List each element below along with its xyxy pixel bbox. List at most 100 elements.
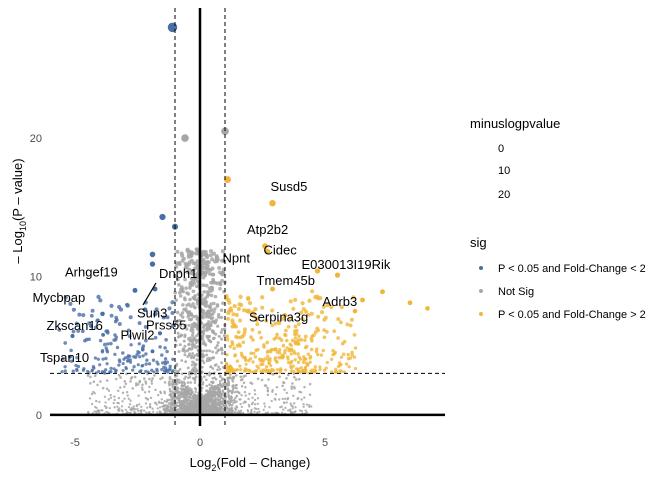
data-point bbox=[306, 312, 311, 317]
data-point bbox=[138, 380, 141, 384]
data-point bbox=[203, 402, 207, 405]
data-point bbox=[186, 381, 190, 384]
data-point bbox=[94, 405, 97, 409]
data-point bbox=[191, 351, 195, 355]
data-point bbox=[194, 247, 199, 252]
data-point bbox=[63, 369, 67, 373]
data-point bbox=[184, 286, 188, 291]
data-point bbox=[192, 368, 196, 372]
data-point bbox=[234, 368, 238, 372]
data-point bbox=[146, 406, 149, 409]
data-point bbox=[187, 302, 191, 306]
data-point bbox=[153, 312, 158, 317]
data-point bbox=[219, 383, 223, 387]
data-point bbox=[259, 335, 264, 340]
data-point bbox=[109, 303, 114, 308]
highlight-point bbox=[150, 349, 155, 354]
data-point bbox=[299, 310, 304, 315]
data-point bbox=[148, 405, 152, 408]
data-point bbox=[219, 374, 222, 378]
data-point bbox=[285, 355, 290, 359]
data-point bbox=[194, 251, 199, 256]
data-point bbox=[129, 380, 132, 383]
data-point bbox=[71, 307, 76, 312]
data-point bbox=[208, 358, 212, 362]
data-point bbox=[80, 329, 85, 334]
data-point bbox=[128, 360, 133, 364]
data-point bbox=[293, 297, 298, 303]
data-point bbox=[299, 338, 304, 342]
data-point bbox=[238, 294, 243, 299]
data-point bbox=[191, 333, 195, 337]
data-point bbox=[285, 376, 288, 380]
data-point bbox=[210, 285, 215, 290]
y-tick-labels: 0 10 20 bbox=[30, 133, 42, 422]
data-point bbox=[249, 411, 253, 414]
data-point bbox=[174, 368, 177, 372]
data-point bbox=[321, 348, 326, 353]
data-point bbox=[93, 356, 98, 360]
data-point bbox=[176, 380, 179, 384]
data-point bbox=[318, 365, 322, 369]
data-point bbox=[348, 323, 353, 328]
data-point bbox=[261, 362, 265, 366]
data-point bbox=[244, 358, 248, 363]
data-point bbox=[250, 382, 254, 385]
data-point bbox=[205, 290, 210, 294]
data-point bbox=[232, 346, 236, 351]
data-point bbox=[165, 349, 169, 354]
data-point bbox=[171, 357, 175, 361]
data-point bbox=[219, 347, 223, 351]
data-point bbox=[170, 310, 175, 316]
data-point bbox=[203, 296, 208, 301]
data-point bbox=[238, 364, 242, 368]
data-point bbox=[114, 368, 118, 373]
data-point bbox=[139, 409, 142, 412]
data-point bbox=[277, 321, 282, 326]
data-point bbox=[206, 394, 209, 398]
y-tick-label: 0 bbox=[36, 410, 42, 422]
data-point bbox=[243, 390, 247, 394]
data-point bbox=[289, 364, 293, 369]
data-point bbox=[217, 365, 220, 369]
data-point bbox=[291, 382, 294, 385]
data-point bbox=[123, 385, 126, 388]
data-point bbox=[322, 368, 327, 372]
data-point bbox=[285, 338, 289, 343]
legend-label-down: P < 0.05 and Fold-Change < 2 bbox=[498, 263, 646, 275]
data-point bbox=[349, 317, 354, 322]
data-point bbox=[178, 381, 181, 384]
data-point bbox=[113, 352, 117, 357]
data-point bbox=[242, 330, 247, 335]
data-point bbox=[170, 382, 173, 386]
data-point bbox=[211, 350, 215, 354]
data-point bbox=[211, 330, 215, 334]
data-point bbox=[201, 275, 206, 280]
data-point bbox=[300, 409, 304, 413]
data-point bbox=[168, 393, 171, 397]
data-point bbox=[189, 250, 194, 255]
data-point bbox=[191, 261, 196, 265]
gene-label: Atp2b2 bbox=[247, 222, 288, 237]
data-point bbox=[221, 301, 225, 305]
data-point bbox=[239, 368, 243, 372]
data-point bbox=[319, 353, 324, 357]
data-point bbox=[239, 411, 242, 414]
data-point bbox=[104, 356, 108, 361]
data-point bbox=[93, 410, 96, 413]
data-point bbox=[213, 294, 218, 299]
data-point bbox=[196, 395, 199, 399]
data-point bbox=[346, 356, 351, 361]
legend-key-down bbox=[479, 266, 483, 270]
data-point bbox=[216, 394, 220, 397]
data-point bbox=[222, 404, 225, 407]
data-point bbox=[266, 393, 270, 397]
data-point bbox=[209, 365, 213, 369]
gene-label: Serpina3g bbox=[249, 309, 308, 324]
data-point bbox=[159, 377, 162, 381]
data-point bbox=[339, 305, 344, 310]
data-point bbox=[76, 329, 81, 333]
data-point bbox=[205, 266, 210, 271]
data-point bbox=[156, 411, 159, 414]
data-point bbox=[168, 410, 172, 413]
